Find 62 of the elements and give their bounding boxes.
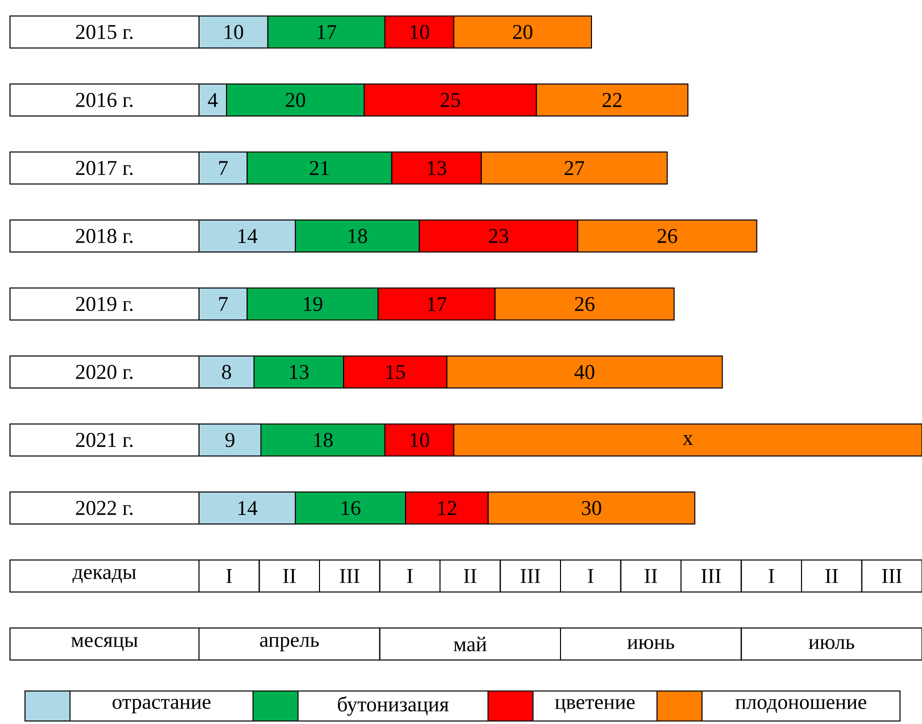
data-label: 17 — [428, 297, 446, 311]
text: I — [768, 569, 774, 583]
data-label: 10 — [410, 24, 430, 40]
text: III — [340, 569, 360, 583]
data-label: 10 — [224, 24, 244, 40]
y-tick-label: 2015 г. — [76, 24, 132, 40]
x2-axis-title: месяцы — [71, 637, 138, 651]
x-axis-title: декады — [72, 569, 136, 583]
text: май — [454, 636, 487, 652]
data-label: 14 — [238, 229, 258, 243]
text: II — [464, 569, 476, 583]
y-tick-label: 2019 г. — [76, 296, 132, 312]
data-label: 20 — [286, 92, 306, 108]
data-label: 10 — [410, 432, 430, 448]
data-label: 22 — [602, 93, 622, 107]
text: июль — [808, 638, 854, 650]
data-label: 15 — [386, 364, 405, 380]
data-label: 12 — [438, 501, 456, 515]
data-label: 9 — [225, 432, 234, 448]
data-label: x — [682, 435, 693, 445]
text: I — [226, 569, 232, 583]
data-label: 23 — [488, 228, 508, 244]
data-label: 8 — [222, 364, 231, 380]
text: апрель — [260, 636, 319, 652]
legend-label: бутонизация — [338, 696, 449, 716]
y-tick-label: 2020 г. — [76, 364, 132, 380]
text: I — [588, 569, 594, 583]
data-label: 19 — [304, 296, 322, 312]
text: II — [644, 569, 658, 583]
text: III — [882, 569, 902, 583]
text: июнь — [627, 638, 674, 650]
data-label: 30 — [582, 500, 602, 516]
y-tick-label: 2016 г. — [76, 92, 132, 108]
data-label: 26 — [658, 228, 678, 244]
data-label: 13 — [428, 160, 446, 176]
text: II — [283, 569, 296, 583]
data-label: 14 — [238, 501, 258, 515]
data-label: 27 — [564, 161, 584, 175]
y-tick-label: 2022 г. — [76, 500, 132, 516]
legend-label: плодоношение — [735, 699, 866, 713]
y-tick-label: 2021 г. — [76, 432, 132, 448]
data-label: 18 — [348, 228, 368, 244]
data-label: 40 — [574, 364, 594, 380]
data-label: 25 — [440, 92, 460, 108]
legend-label: цветение — [555, 699, 635, 713]
text: I — [407, 569, 413, 583]
text: II — [825, 569, 838, 583]
legend-label: отрастание — [112, 698, 210, 714]
data-label: 7 — [219, 297, 228, 311]
data-label: 16 — [342, 500, 360, 516]
data-label: 21 — [310, 161, 329, 175]
data-label: 7 — [219, 161, 228, 175]
data-label: 13 — [290, 364, 309, 380]
data-label: 17 — [318, 25, 336, 39]
text: III — [701, 569, 721, 583]
y-tick-label: 2017 г. — [76, 160, 132, 176]
y-tick-label: 2018 г. — [76, 228, 132, 244]
data-label: 4 — [208, 93, 218, 107]
text: III — [520, 569, 540, 583]
data-label: 26 — [575, 296, 594, 312]
data-label: 18 — [314, 432, 333, 448]
data-label: 20 — [513, 24, 532, 40]
